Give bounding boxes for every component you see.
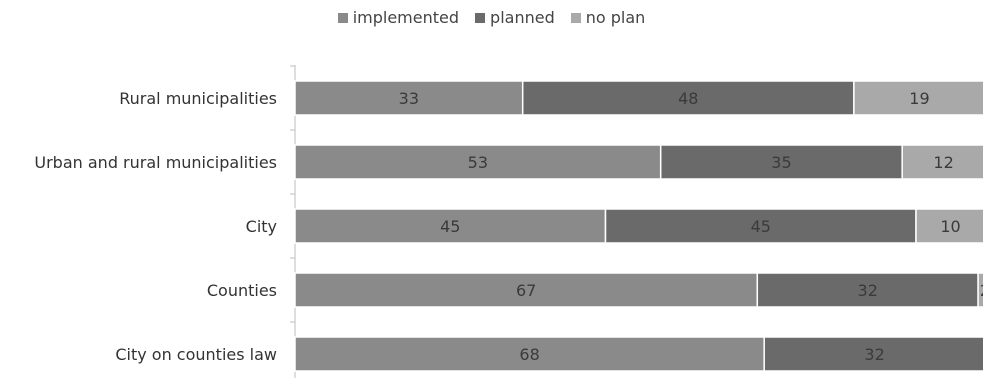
- data-label: 45: [440, 217, 460, 236]
- category-label: City: [246, 217, 277, 236]
- data-label: 10: [940, 217, 960, 236]
- legend-swatch-planned: [475, 12, 486, 23]
- category-label: Urban and rural municipalities: [34, 153, 277, 172]
- legend-swatch-implemented: [337, 12, 348, 23]
- data-label: 68: [519, 345, 539, 364]
- data-label: 2: [980, 281, 983, 300]
- legend-item-implemented: implemented: [337, 8, 460, 27]
- data-label: 53: [468, 153, 488, 172]
- bar-segment-planned: [659, 144, 903, 180]
- bar-segment-planned: [604, 208, 917, 244]
- category-label: Rural municipalities: [119, 89, 277, 108]
- data-label: 67: [516, 281, 536, 300]
- chart-legend: implemented planned no plan: [0, 8, 983, 27]
- legend-item-no-plan: no plan: [570, 8, 646, 27]
- bar-segment-planned: [763, 336, 983, 372]
- legend-label-no-plan: no plan: [585, 8, 646, 27]
- bar-segment-planned: [756, 272, 979, 308]
- bar-segment-no-plan: [977, 272, 983, 308]
- category-label: Counties: [207, 281, 277, 300]
- bar-segment-no-plan: [915, 208, 983, 244]
- bar-segment-no-plan: [901, 144, 983, 180]
- legend-swatch-no-plan: [570, 12, 581, 23]
- data-label: 32: [858, 281, 878, 300]
- bar-segment-implemented: [294, 272, 759, 308]
- bar-segment-implemented: [294, 80, 524, 116]
- data-label: 48: [678, 89, 698, 108]
- category-label: City on counties law: [115, 345, 277, 364]
- bar-segment-no-plan: [853, 80, 983, 116]
- data-label: 45: [751, 217, 771, 236]
- bar-segment-planned: [521, 80, 855, 116]
- data-label: 35: [771, 153, 791, 172]
- legend-label-implemented: implemented: [352, 8, 460, 27]
- data-label: 32: [864, 345, 884, 364]
- data-label: 19: [909, 89, 929, 108]
- legend-item-planned: planned: [475, 8, 555, 27]
- bar-segment-implemented: [294, 144, 662, 180]
- data-label: 33: [399, 89, 419, 108]
- data-label: 12: [933, 153, 953, 172]
- legend-label-planned: planned: [490, 8, 555, 27]
